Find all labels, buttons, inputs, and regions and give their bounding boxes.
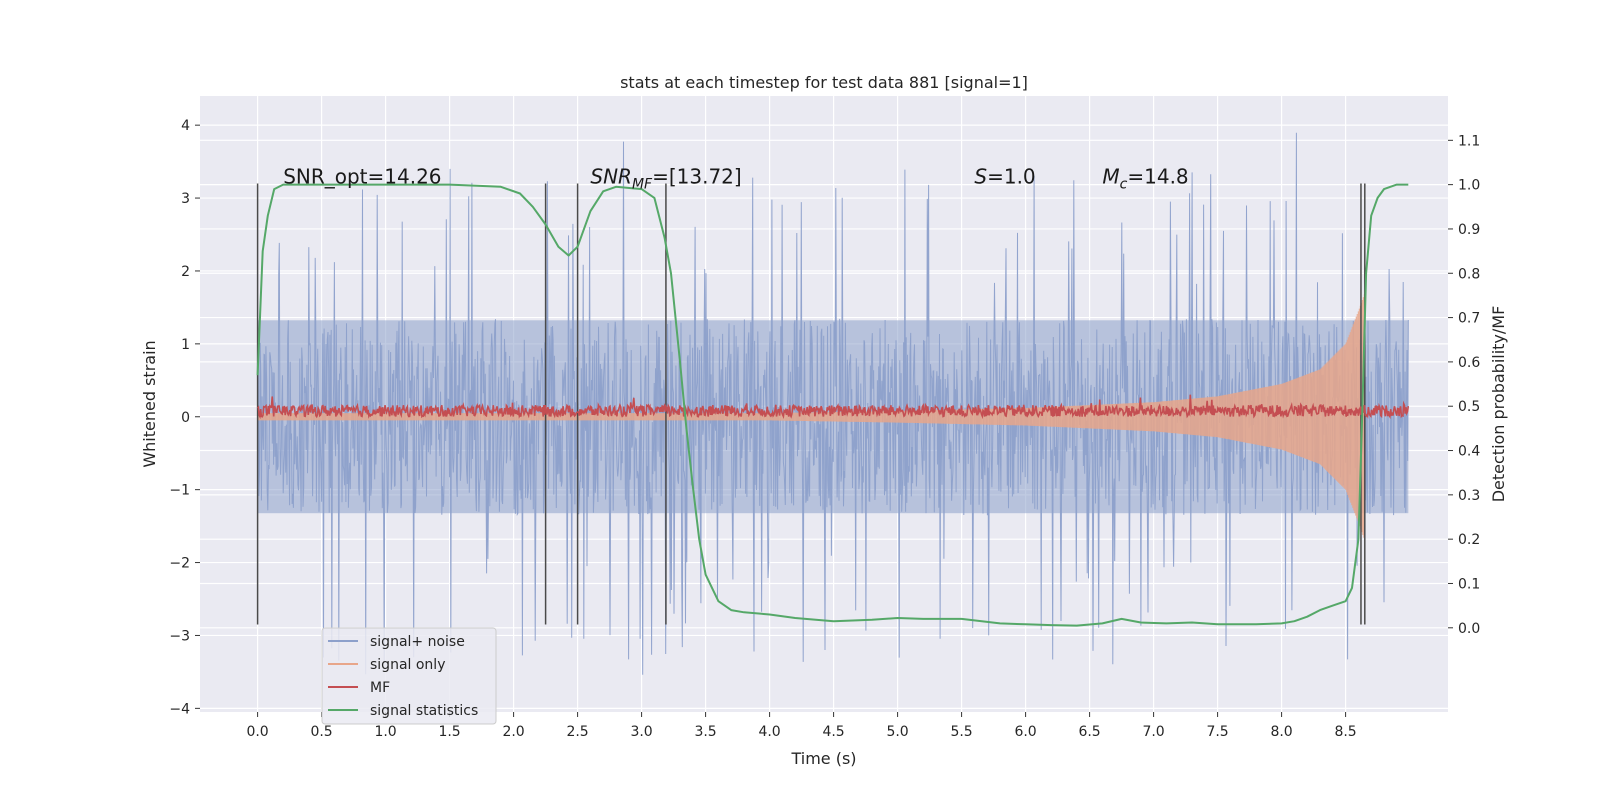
annotation: Mc=14.8 bbox=[1102, 164, 1188, 192]
y-axis-ticks: 4 3 2 1 0 −1 −2 −3 −4 bbox=[169, 118, 200, 717]
x-tick-label: 3.0 bbox=[630, 724, 652, 740]
chart-title: stats at each timestep for test data 881… bbox=[620, 73, 1028, 92]
y-right-tick-label: 0.2 bbox=[1458, 532, 1480, 548]
annotation: SNR_opt=14.26 bbox=[283, 164, 441, 188]
y-tick-label: 0 bbox=[181, 410, 190, 426]
y-tick-label: −3 bbox=[169, 628, 190, 644]
x-tick-label: 0.0 bbox=[246, 724, 268, 740]
x-tick-label: 5.5 bbox=[950, 724, 972, 740]
x-tick-label: 0.5 bbox=[310, 724, 332, 740]
x-tick-label: 6.5 bbox=[1078, 724, 1100, 740]
series-signal-statistics bbox=[256, 183, 1409, 627]
annotations: SNR_opt=14.26 SNRMF=[13.72] S=1.0 Mc=14.8 bbox=[283, 164, 1188, 192]
x-tick-label: 2.0 bbox=[502, 724, 524, 740]
y-right-axis-ticks: 1.1 1.0 0.9 0.8 0.7 0.6 0.5 0.4 0.3 0.2 0.1 0.0 bbox=[1448, 133, 1480, 637]
y-right-tick-label: 1.1 bbox=[1458, 133, 1480, 149]
y-tick-label: −4 bbox=[169, 701, 190, 717]
y-right-tick-label: 0.8 bbox=[1458, 266, 1480, 282]
y-right-tick-label: 0.3 bbox=[1458, 488, 1480, 504]
vertical-markers bbox=[256, 183, 1366, 625]
mf-trace bbox=[257, 394, 1410, 420]
y-tick-label: −2 bbox=[169, 556, 190, 572]
annotation: S=1.0 bbox=[974, 164, 1035, 188]
legend-entry: signal+ noise bbox=[328, 634, 465, 650]
y-axis-label: Whitened strain bbox=[140, 340, 159, 467]
x-tick-label: 2.5 bbox=[566, 724, 588, 740]
legend-label: signal only bbox=[370, 657, 445, 673]
series-signal-only bbox=[257, 294, 1366, 541]
x-tick-label: 1.5 bbox=[438, 724, 460, 740]
x-tick-label: 1.0 bbox=[374, 724, 396, 740]
x-tick-label: 8.0 bbox=[1270, 724, 1292, 740]
legend-box bbox=[321, 627, 497, 725]
y-tick-label: 1 bbox=[181, 337, 190, 353]
legend-label: MF bbox=[370, 680, 390, 696]
x-axis-label: Time (s) bbox=[790, 749, 856, 768]
x-tick-label: 3.5 bbox=[694, 724, 716, 740]
y-right-tick-label: 0.5 bbox=[1458, 399, 1480, 415]
y-right-tick-label: 0.7 bbox=[1458, 311, 1480, 327]
y-right-tick-label: 0.1 bbox=[1458, 576, 1480, 592]
x-axis-ticks: 0.0 0.5 1.0 1.5 2.0 2.5 3.0 3.5 4.0 4.5 5.0 5.5 6.0 6… bbox=[246, 712, 1357, 740]
annotation: SNRMF=[13.72] bbox=[590, 164, 741, 192]
y-right-tick-label: 0.0 bbox=[1458, 621, 1480, 637]
y-right-tick-label: 0.4 bbox=[1458, 444, 1480, 460]
legend-entry: signal statistics bbox=[328, 703, 478, 719]
x-tick-label: 4.0 bbox=[758, 724, 780, 740]
signal-statistics-line bbox=[256, 183, 1409, 627]
signal-trace bbox=[257, 294, 1366, 541]
y-tick-label: 3 bbox=[181, 191, 190, 207]
x-tick-label: 5.0 bbox=[886, 724, 908, 740]
x-tick-label: 7.5 bbox=[1206, 724, 1228, 740]
x-tick-label: 7.0 bbox=[1142, 724, 1164, 740]
legend-label: signal statistics bbox=[370, 703, 478, 719]
x-tick-label: 6.0 bbox=[1014, 724, 1036, 740]
x-tick-label: 4.5 bbox=[822, 724, 844, 740]
y-tick-label: 4 bbox=[181, 118, 190, 134]
y-right-tick-label: 0.9 bbox=[1458, 222, 1480, 238]
legend: signal+ noise signal only MF signal stat… bbox=[321, 627, 497, 725]
y-right-tick-label: 0.6 bbox=[1458, 355, 1480, 371]
legend-entry: signal only bbox=[328, 657, 445, 673]
y-tick-label: 2 bbox=[181, 264, 190, 280]
y-right-axis-label: Detection probability/MF bbox=[1489, 306, 1508, 503]
y-tick-label: −1 bbox=[169, 483, 190, 499]
legend-label: signal+ noise bbox=[370, 634, 465, 650]
x-tick-label: 8.5 bbox=[1334, 724, 1356, 740]
series-mf bbox=[257, 394, 1410, 420]
y-right-tick-label: 1.0 bbox=[1458, 178, 1480, 194]
legend-entry: MF bbox=[328, 680, 390, 696]
